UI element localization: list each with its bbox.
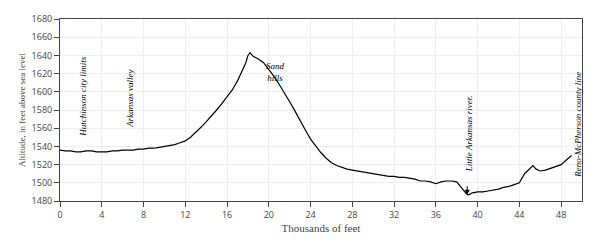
svg-text:0: 0 — [57, 208, 62, 221]
svg-text:Little Arkansas river.: Little Arkansas river. — [464, 96, 474, 173]
svg-text:36: 36 — [431, 208, 441, 221]
svg-text:Hutchinson city limits: Hutchinson city limits — [78, 56, 88, 136]
svg-text:44: 44 — [514, 208, 524, 221]
svg-text:Thousands of feet: Thousands of feet — [282, 222, 361, 234]
svg-text:1560: 1560 — [32, 121, 53, 134]
svg-text:1480: 1480 — [32, 194, 53, 207]
svg-text:1520: 1520 — [32, 158, 53, 171]
svg-text:1580: 1580 — [32, 103, 53, 116]
svg-text:8: 8 — [141, 208, 146, 221]
svg-text:Sandhills: Sandhills — [266, 61, 285, 83]
svg-text:1540: 1540 — [32, 140, 53, 153]
svg-text:Altitude, in feet above sea le: Altitude, in feet above sea level — [17, 53, 27, 167]
svg-text:1500: 1500 — [32, 176, 53, 189]
svg-text:1660: 1660 — [32, 30, 53, 43]
svg-text:32: 32 — [389, 208, 399, 221]
svg-text:1620: 1620 — [32, 67, 53, 80]
svg-text:Reno-McPherson county line: Reno-McPherson county line — [573, 72, 583, 178]
svg-text:1640: 1640 — [32, 49, 53, 62]
svg-text:1680: 1680 — [32, 12, 53, 25]
svg-text:4: 4 — [99, 208, 104, 221]
svg-text:28: 28 — [347, 208, 357, 221]
svg-text:1600: 1600 — [32, 85, 53, 98]
svg-text:20: 20 — [264, 208, 274, 221]
svg-text:24: 24 — [305, 208, 315, 221]
svg-text:16: 16 — [222, 208, 232, 221]
svg-text:40: 40 — [472, 208, 482, 221]
svg-text:Arkansas valley: Arkansas valley — [125, 69, 135, 127]
svg-text:12: 12 — [180, 208, 190, 221]
svg-text:48: 48 — [556, 208, 566, 221]
